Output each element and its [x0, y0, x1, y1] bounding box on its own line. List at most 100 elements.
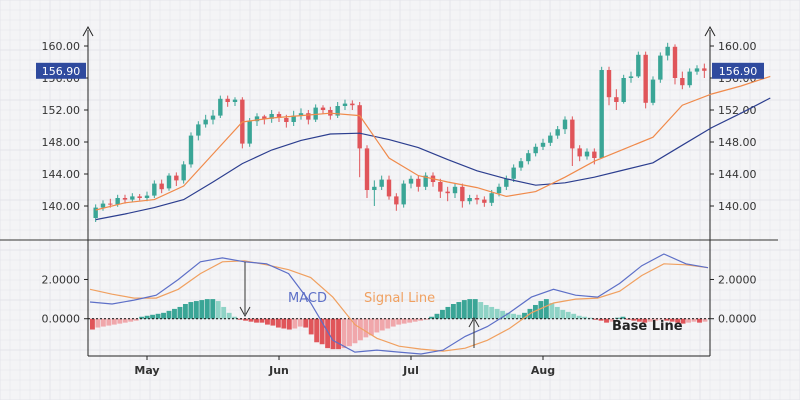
macd-histogram-bar: [308, 318, 314, 335]
macd-histogram-bar: [363, 318, 369, 338]
macd-histogram-bar: [265, 318, 270, 325]
candle-body: [592, 151, 597, 158]
macd-histogram-bar: [352, 318, 358, 344]
macd-histogram-bar: [642, 318, 648, 323]
macd-histogram-bar: [100, 318, 106, 327]
candle-body: [533, 146, 538, 154]
price-tick-label-right: 148.00: [718, 136, 757, 149]
candle-body: [416, 178, 421, 187]
macd-histogram-bar: [522, 312, 527, 319]
candle-body: [188, 135, 194, 165]
macd-histogram-bar: [161, 312, 166, 319]
macd-histogram-bar: [319, 318, 325, 345]
macd-histogram-bar: [565, 311, 571, 319]
candle-body: [174, 175, 179, 181]
candle-body: [526, 153, 531, 162]
candle-body: [379, 179, 384, 187]
candle-body: [152, 183, 157, 196]
candle-body: [680, 78, 685, 86]
macd-histogram-bar: [472, 299, 478, 319]
candle-body: [452, 186, 458, 194]
macd-histogram-bar: [598, 318, 604, 321]
candle-body: [225, 98, 230, 102]
candle-body: [577, 148, 582, 157]
candle-body: [548, 135, 553, 143]
candle-body: [496, 186, 502, 194]
macd-histogram-bar: [549, 303, 555, 319]
macd-histogram-bar: [516, 314, 522, 319]
macd-histogram-bar: [330, 318, 336, 350]
macd-histogram-bar: [429, 316, 434, 319]
macd-tick-label-right: 2.0000: [718, 273, 757, 286]
candle-body: [276, 114, 282, 118]
macd-histogram-bar: [133, 318, 139, 321]
macd-histogram-bar: [554, 306, 560, 319]
macd-tick-label-right: 0.0000: [718, 313, 757, 326]
candle-body: [232, 99, 238, 102]
price-tick-label-left: 144.00: [42, 168, 81, 181]
macd-histogram-bar: [166, 310, 172, 319]
macd-histogram-bar: [172, 308, 177, 319]
macd-histogram-bar: [117, 318, 123, 324]
signal-line: [89, 260, 709, 352]
macd-histogram-bar: [259, 318, 265, 323]
candle-body: [438, 182, 443, 192]
macd-histogram-bar: [593, 318, 599, 320]
macd-histogram-bar: [418, 318, 424, 321]
macd-histogram-bar: [286, 318, 292, 330]
macd-annotation: MACD: [288, 291, 327, 306]
candle-body: [489, 193, 494, 203]
macd-histogram-bar: [669, 318, 675, 322]
price-tick-label-right: 160.00: [718, 40, 757, 53]
moving-average-slow-line: [95, 97, 771, 221]
candle-body: [247, 121, 252, 144]
macd-histogram-bar: [434, 313, 440, 319]
macd-histogram-bar: [177, 306, 183, 319]
macd-histogram-bar: [702, 318, 708, 322]
macd-histogram-bar: [543, 299, 549, 319]
candle-body: [482, 199, 487, 203]
candle-body: [254, 116, 260, 122]
macd-histogram-bar: [483, 304, 489, 319]
candle-body: [614, 97, 619, 102]
candle-body: [262, 116, 267, 119]
price-left-axis-arrow: [82, 25, 94, 37]
macd-histogram-bar: [270, 318, 276, 326]
x-tick-label: Jun: [268, 364, 289, 377]
macd-histogram-bar: [390, 318, 396, 327]
x-tick-label: Aug: [531, 364, 555, 377]
candle-body: [511, 167, 516, 179]
candle-body: [210, 115, 216, 120]
macd-histogram-bar: [122, 318, 128, 323]
macd-histogram-bar: [248, 318, 254, 322]
signal-line-annotation: Signal Line: [364, 291, 435, 306]
last-price-tag-right: [712, 62, 764, 79]
candle-body: [93, 207, 98, 218]
macd-histogram-bar: [106, 318, 112, 326]
macd-histogram-bar: [90, 318, 95, 330]
macd-histogram-bar: [379, 318, 385, 331]
macd-histogram-bar: [374, 318, 380, 333]
candle-body: [665, 46, 670, 56]
macd-histogram-bar: [664, 318, 670, 321]
candle-body: [181, 164, 186, 181]
price-tick-label-left: 152.00: [42, 104, 81, 117]
macd-histogram-bar: [691, 318, 697, 322]
macd-histogram-bar: [325, 318, 331, 349]
macd-histogram-bar: [680, 318, 686, 324]
candle-body: [606, 70, 612, 98]
candle-body: [320, 107, 326, 110]
price-tick-label-right: 140.00: [718, 200, 757, 213]
macd-histogram-bar: [620, 316, 626, 319]
candle-body: [306, 113, 311, 120]
macd-histogram-bar: [631, 318, 637, 321]
macd-histogram-bar: [532, 304, 538, 319]
macd-histogram-bar: [144, 315, 150, 319]
macd-histogram-bar: [221, 306, 227, 319]
macd-histogram-bar: [336, 318, 341, 350]
macd-histogram-bar: [560, 309, 566, 319]
candle-body: [137, 196, 142, 198]
candle-body: [694, 68, 700, 72]
candle-body: [203, 119, 208, 125]
